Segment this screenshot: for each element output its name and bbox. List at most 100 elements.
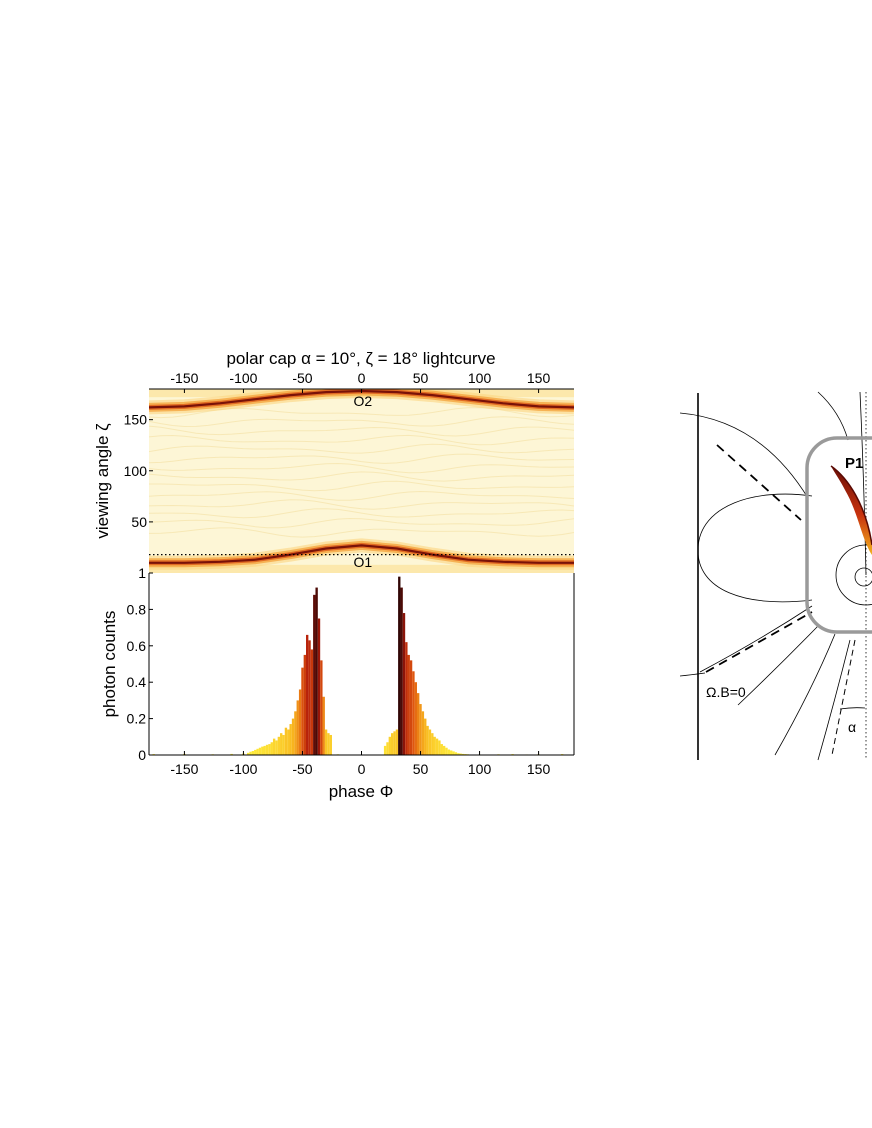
histogram-bar (298, 689, 302, 755)
band-labels: O1 O2 (354, 393, 373, 570)
histogram-bar (308, 640, 311, 755)
outer-field-arc-top (817, 391, 849, 441)
histogram-bar (284, 727, 288, 755)
histogram-bar (402, 613, 406, 755)
heatmap-texture-line (149, 490, 574, 501)
histogram-bar (254, 749, 257, 755)
y-tick-label: 0.8 (127, 601, 147, 617)
histogram-bar (409, 660, 413, 755)
histogram-bar (265, 744, 269, 755)
star-circle (854, 567, 872, 587)
heatmap-y-ticks: 50 100 150 (124, 412, 153, 530)
histogram-bar (440, 744, 443, 755)
open-field-line-3 (774, 633, 836, 756)
histogram-bar (452, 751, 455, 755)
open-field-line-4 (817, 639, 851, 761)
histogram-bar (386, 742, 389, 755)
heatmap-texture-line (149, 434, 574, 446)
histogram-bar (317, 618, 321, 755)
histogram-bar (405, 642, 408, 755)
histogram-bar (450, 750, 453, 755)
heatmap-edge-glow (149, 564, 574, 573)
histogram-bar (322, 696, 325, 755)
x-tick-label: 0 (358, 761, 366, 777)
histogram-bar (421, 711, 425, 755)
heatmap-texture-line (149, 517, 574, 529)
histogram-bar (291, 718, 295, 755)
histogram-panel: -150 -100 -50 0 50 100 150 0 0.2 0.4 0.6 0.8 1 phas… (100, 565, 575, 801)
heatmap-texture (149, 389, 574, 573)
histogram-bar (431, 733, 434, 755)
histogram-bar (261, 746, 264, 755)
histogram-x-axis-label: phase Φ (329, 782, 394, 801)
band-label-O1: O1 (354, 554, 373, 570)
histogram-bar (280, 733, 283, 755)
x-tick-label: -100 (229, 761, 257, 777)
x-tick-label: 0 (358, 370, 366, 386)
histogram-bar (383, 745, 387, 755)
histogram-bar (329, 734, 332, 755)
heatmap-texture-line (149, 508, 574, 519)
histogram-bar (428, 729, 432, 755)
x-tick-label: -50 (292, 370, 312, 386)
histogram-bar (412, 671, 415, 755)
histogram-bar (416, 693, 420, 755)
histogram-bar (395, 729, 399, 755)
y-tick-label: 0 (138, 747, 146, 763)
histogram-bar (445, 747, 448, 755)
x-tick-label: 100 (468, 370, 492, 386)
inner-circle (835, 544, 872, 606)
x-tick-label: 50 (413, 370, 429, 386)
y-tick-label: 50 (131, 514, 147, 530)
y-tick-label: 0.4 (127, 674, 147, 690)
histogram-bar (461, 753, 465, 755)
y-tick-label: 1 (138, 565, 146, 581)
histogram-bar (327, 733, 330, 755)
histogram-bar (407, 654, 410, 755)
histogram-bar (414, 682, 417, 755)
histogram-bar (320, 660, 323, 755)
caustic-band-O1 (149, 544, 574, 564)
heatmap-texture-line (149, 416, 574, 428)
histogram-bars (152, 576, 564, 755)
histogram-bar (398, 576, 401, 755)
heatmap-texture-line (149, 471, 574, 482)
histogram-bar (263, 745, 266, 755)
histogram-bar (303, 654, 307, 755)
histogram-bar (251, 751, 255, 755)
histogram-bar (454, 752, 458, 755)
alpha-label: α (848, 719, 856, 735)
heatmap-y-axis-label: viewing angle ζ (93, 423, 112, 539)
histogram-bar (296, 700, 299, 755)
dashed-line-lower (705, 611, 813, 673)
emission-cusp (831, 466, 872, 555)
open-field-line-2 (737, 625, 819, 706)
histogram-bar (313, 594, 316, 755)
heatmap-texture-line (149, 462, 574, 474)
y-tick-label: 100 (124, 463, 148, 479)
histogram-bar (315, 587, 318, 755)
closed-field-loop (697, 493, 813, 603)
histogram-bar (246, 752, 250, 755)
magnetosphere-diagram: P1 Ω.B=0 α (680, 391, 872, 761)
histogram-bar (249, 751, 252, 755)
dashed-line-upper (716, 444, 802, 521)
heatmap-panel: polar cap α = 10°, ζ = 18° lightcurve -1… (93, 349, 574, 573)
histogram-bar (289, 724, 292, 755)
histogram-bar (268, 744, 271, 755)
x-tick-label: 100 (468, 761, 492, 777)
histogram-bar (272, 738, 276, 755)
chart-title: polar cap α = 10°, ζ = 18° lightcurve (226, 349, 495, 368)
omega-b-label: Ω.B=0 (706, 684, 746, 700)
heatmap-texture-line (149, 499, 574, 510)
histogram-bar (301, 667, 304, 755)
histogram-bar (310, 649, 314, 755)
histogram-y-axis-label: photon counts (100, 611, 119, 718)
heatmap-texture-line (149, 443, 574, 454)
x-tick-label: -150 (170, 370, 198, 386)
histogram-bar (438, 740, 441, 755)
angle-arc (839, 707, 866, 710)
heatmap-texture-line (149, 480, 574, 492)
x-tick-label: 50 (413, 761, 429, 777)
